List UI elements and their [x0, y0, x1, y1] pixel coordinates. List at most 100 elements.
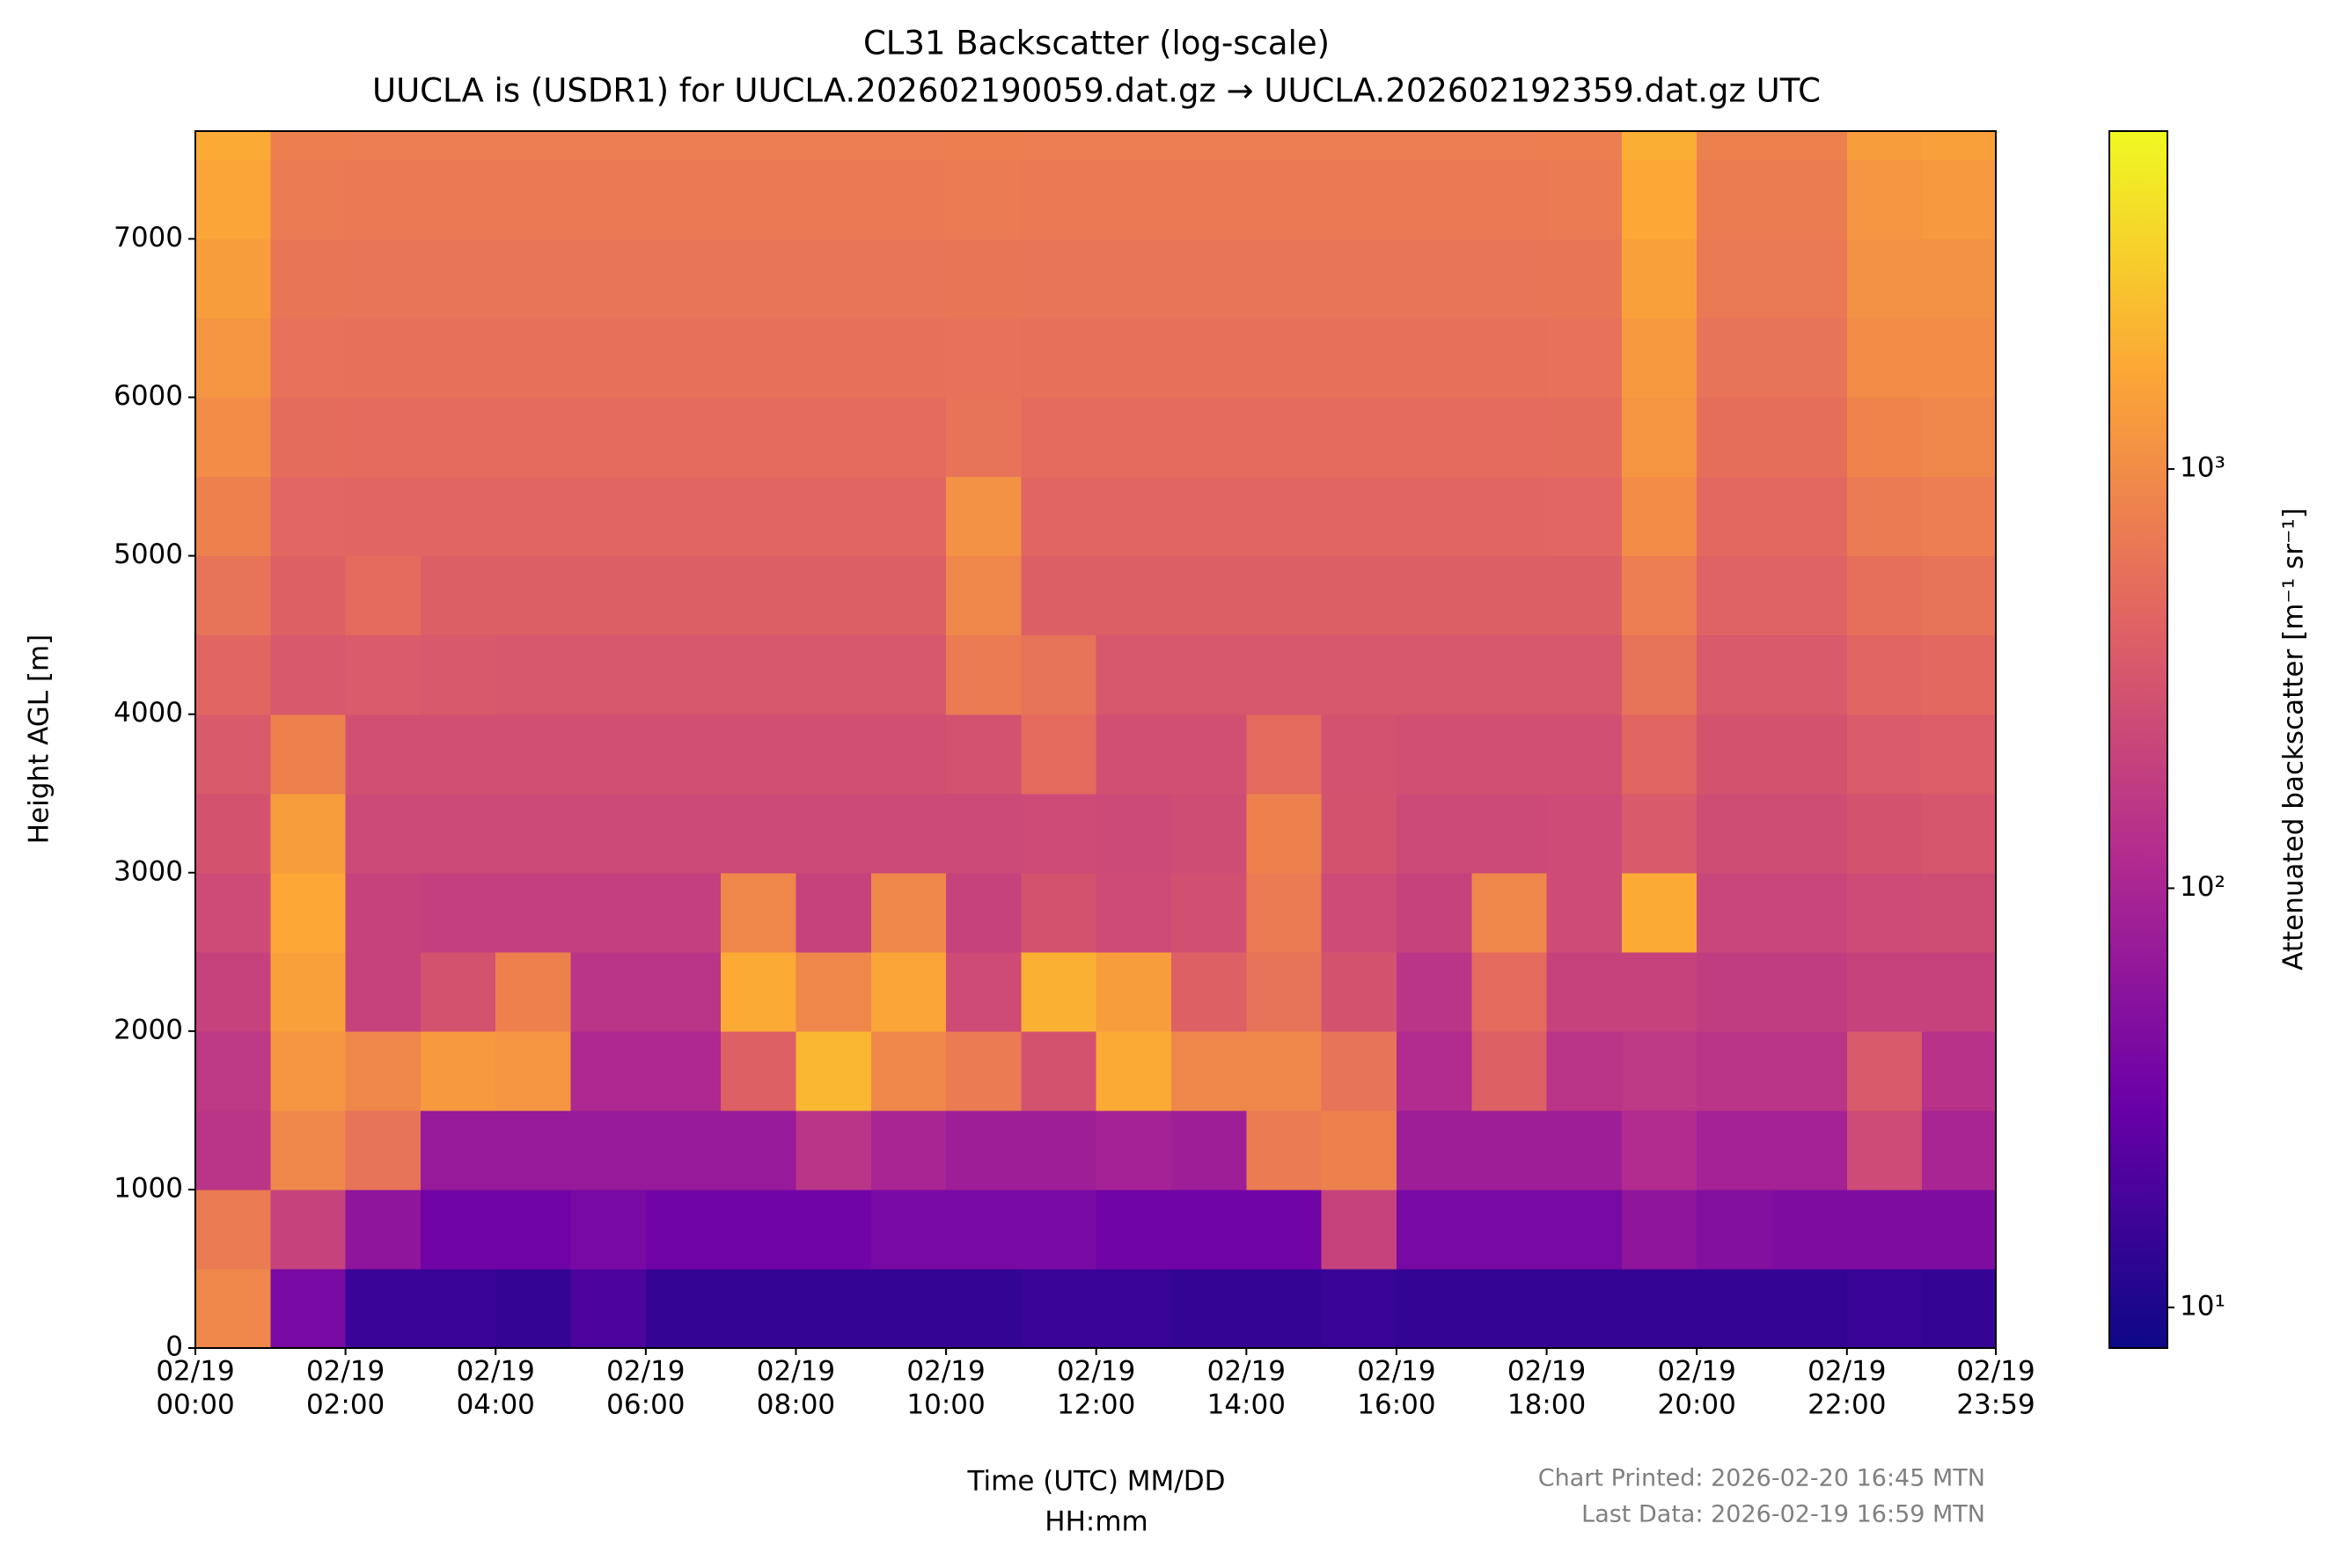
heatmap-cell — [1621, 397, 1697, 478]
heatmap-cell — [570, 714, 647, 795]
heatmap-cell — [1321, 634, 1397, 715]
heatmap-cell — [1697, 1030, 1773, 1111]
x-tick-label: 02/19 — [1357, 1356, 1435, 1388]
heatmap-cell — [1922, 1268, 1997, 1349]
heatmap-cell — [1621, 1110, 1697, 1191]
heatmap-cell — [1021, 1110, 1097, 1191]
heatmap-cell — [1396, 1189, 1472, 1270]
heatmap-cell — [946, 1189, 1023, 1270]
heatmap-cell — [495, 872, 572, 953]
heatmap-cell — [1697, 793, 1773, 874]
heatmap-cell — [645, 951, 722, 1032]
heatmap-cell — [1171, 397, 1247, 478]
heatmap-cell — [1096, 476, 1172, 557]
heatmap-cell — [1021, 131, 1097, 161]
heatmap-cell — [796, 476, 872, 557]
heatmap-cell — [1246, 397, 1323, 478]
heatmap-cell — [1546, 634, 1623, 715]
heatmap-cell — [270, 793, 347, 874]
x-tick-label: 02/19 — [1207, 1356, 1286, 1388]
heatmap-cell — [1171, 318, 1247, 399]
heatmap-cell — [1922, 131, 1997, 161]
heatmap-cell — [1922, 1030, 1997, 1111]
heatmap-cell — [570, 1110, 647, 1191]
heatmap-cell — [1246, 476, 1323, 557]
heatmap-cell — [1021, 951, 1097, 1032]
heatmap-cell — [721, 1110, 797, 1191]
heatmap-cell — [796, 238, 872, 319]
heatmap-cell — [1546, 1268, 1623, 1349]
heatmap-cell — [270, 1030, 347, 1111]
heatmap-cell — [946, 476, 1023, 557]
x-axis-label: HH:mm — [1045, 1506, 1148, 1538]
heatmap-cell — [796, 318, 872, 399]
heatmap-cell — [495, 714, 572, 795]
heatmap-cell — [1171, 1030, 1247, 1111]
heatmap-cell — [1396, 318, 1472, 399]
heatmap-cell — [1321, 1110, 1397, 1191]
heatmap-cell — [721, 714, 797, 795]
heatmap-cell — [1021, 238, 1097, 319]
heatmap-cell — [1021, 397, 1097, 478]
heatmap-cell — [495, 793, 572, 874]
heatmap-cell — [1922, 318, 1997, 399]
heatmap-cell — [645, 476, 722, 557]
heatmap-cell — [420, 714, 496, 795]
heatmap-cell — [1171, 793, 1247, 874]
heatmap-cell — [1246, 1189, 1323, 1270]
heatmap-cell — [1546, 1189, 1623, 1270]
heatmap-cell — [1846, 318, 1923, 399]
heatmap-cell — [1096, 238, 1172, 319]
heatmap-cell — [420, 1189, 496, 1270]
heatmap-cell — [1546, 238, 1623, 319]
heatmap-cell — [1096, 555, 1172, 636]
heatmap-cell — [1471, 159, 1548, 240]
heatmap-cell — [1171, 634, 1247, 715]
chart-title: CL31 Backscatter (log-scale) — [863, 25, 1330, 62]
heatmap-cell — [796, 159, 872, 240]
heatmap-cell — [946, 555, 1023, 636]
heatmap-cell — [1171, 476, 1247, 557]
heatmap-cell — [1621, 555, 1697, 636]
heatmap-cell — [946, 1110, 1023, 1191]
heatmap-cell — [1846, 793, 1923, 874]
heatmap-cell — [270, 1110, 347, 1191]
heatmap-cell — [1471, 872, 1548, 953]
heatmap-cell — [721, 555, 797, 636]
heatmap-cell — [1021, 1268, 1097, 1349]
y-tick-label: 6000 — [114, 380, 183, 412]
heatmap-cell — [1246, 159, 1323, 240]
heatmap-cell — [1922, 1110, 1997, 1191]
heatmap-cell — [721, 131, 797, 161]
heatmap-cell — [870, 1268, 947, 1349]
heatmap-cell — [1171, 714, 1247, 795]
heatmap-cell — [420, 318, 496, 399]
heatmap-cell — [1471, 131, 1548, 161]
heatmap-cell — [195, 318, 271, 399]
heatmap-cell — [1922, 793, 1997, 874]
heatmap-cell — [1021, 872, 1097, 953]
heatmap-cell — [1471, 634, 1548, 715]
heatmap-cell — [1771, 634, 1848, 715]
heatmap-cell — [420, 634, 496, 715]
heatmap-cell — [195, 714, 271, 795]
x-tick-label: 14:00 — [1207, 1389, 1286, 1421]
x-tick-label: 18:00 — [1507, 1389, 1586, 1421]
heatmap-cell — [1096, 1110, 1172, 1191]
heatmap-cell — [1096, 1268, 1172, 1349]
heatmap-cell — [946, 1268, 1023, 1349]
heatmap-cell — [1471, 238, 1548, 319]
heatmap-cell — [645, 1110, 722, 1191]
heatmap-cell — [1546, 318, 1623, 399]
heatmap-cell — [570, 318, 647, 399]
heatmap-cell — [1396, 555, 1472, 636]
heatmap-cell — [1471, 951, 1548, 1032]
heatmap-cell — [1922, 397, 1997, 478]
heatmap-cell — [796, 1189, 872, 1270]
colorbar-tick-label: 10² — [2180, 871, 2225, 903]
heatmap-cell — [1321, 476, 1397, 557]
heatmap-cell — [1922, 159, 1997, 240]
heatmap-cell — [570, 555, 647, 636]
heatmap-cell — [195, 1268, 271, 1349]
